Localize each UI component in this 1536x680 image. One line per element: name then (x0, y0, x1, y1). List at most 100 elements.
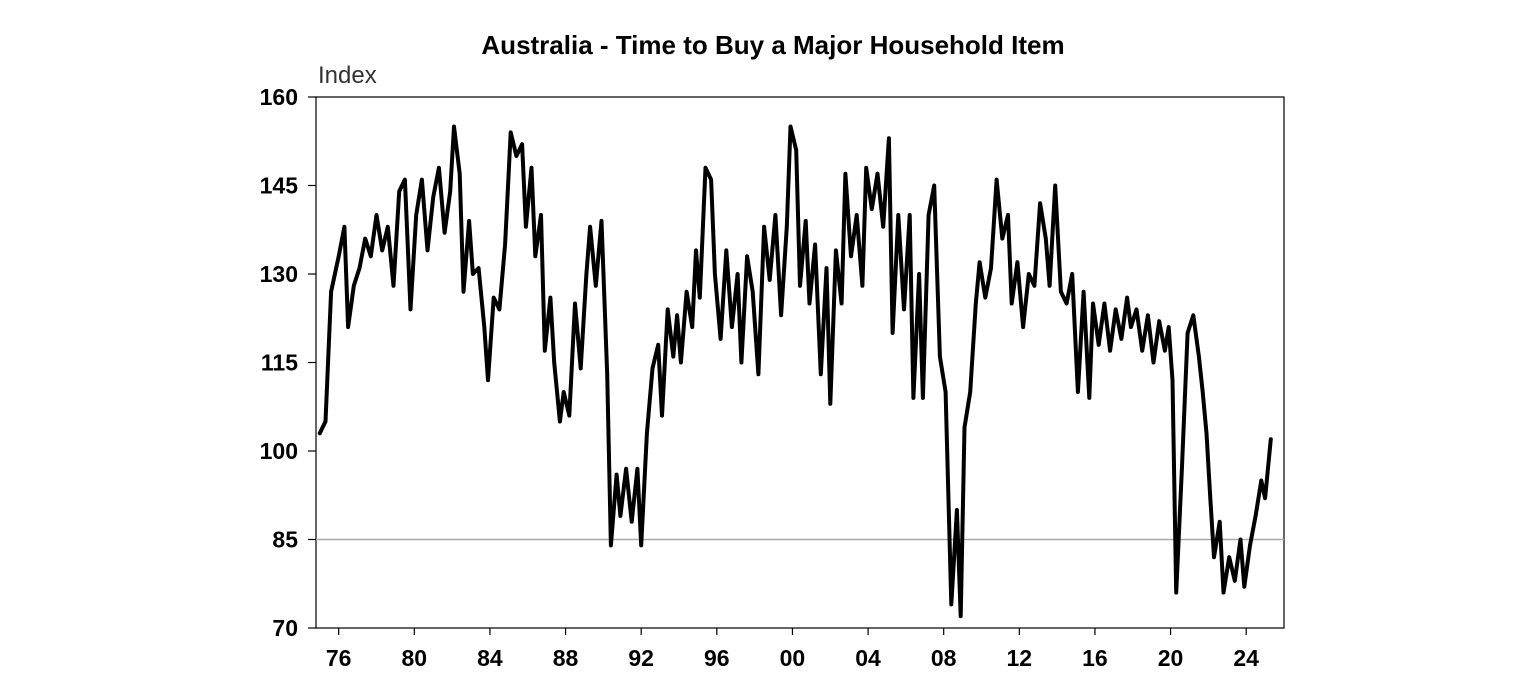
data-point (635, 467, 640, 471)
y-axis: 160 145 130 115 100 85 70 (260, 84, 316, 641)
data-point (1053, 183, 1057, 188)
data-point (567, 414, 571, 418)
data-point (503, 242, 507, 247)
data-point (562, 390, 566, 394)
data-point (1254, 514, 1258, 518)
data-point (927, 213, 931, 217)
data-point (756, 372, 761, 376)
data-point (408, 307, 413, 311)
data-point (1129, 325, 1133, 329)
data-point (609, 543, 613, 548)
data-point (1134, 307, 1139, 311)
data-point (645, 431, 649, 435)
y-tick-label: 70 (272, 615, 298, 641)
data-point (773, 213, 778, 217)
data-point (524, 225, 528, 229)
data-point (1167, 325, 1171, 329)
data-point (558, 419, 562, 424)
x-tick-label: 24 (1233, 645, 1259, 671)
data-point (318, 431, 322, 435)
data-point (1201, 390, 1205, 394)
data-point (357, 266, 362, 270)
data-point (1125, 296, 1129, 300)
data-point (1208, 496, 1212, 500)
data-point (420, 178, 424, 182)
data-point (552, 360, 556, 365)
data-point (1076, 390, 1080, 394)
data-point (875, 172, 880, 176)
data-point (1091, 301, 1095, 306)
chart-title: Australia - Time to Buy a Major Househol… (481, 30, 1064, 60)
data-point (1070, 272, 1074, 276)
y-tick-label: 85 (272, 527, 298, 553)
data-point (539, 213, 543, 217)
data-point (1151, 360, 1156, 365)
data-point (579, 366, 583, 370)
data-point (443, 231, 447, 235)
data-point (548, 296, 553, 300)
data-point (352, 284, 356, 288)
data-point (1263, 496, 1267, 500)
data-point (337, 254, 341, 258)
data-point (694, 248, 698, 252)
data-point (605, 372, 609, 376)
data-point (431, 195, 435, 199)
data-point (1146, 313, 1150, 317)
data-point (751, 290, 755, 294)
data-point (768, 278, 772, 282)
data-point (594, 284, 598, 288)
data-point (458, 172, 462, 176)
data-point (798, 284, 802, 288)
data-point (380, 248, 384, 252)
data-point (660, 414, 664, 418)
data-point (881, 225, 885, 229)
data-point (819, 372, 823, 376)
data-point (599, 219, 604, 223)
data-point (425, 248, 430, 252)
data-point (1097, 343, 1101, 347)
data-point (486, 378, 490, 382)
data-point (959, 614, 963, 618)
data-point (917, 272, 921, 276)
y-tick-label: 100 (260, 438, 298, 464)
y-tick-label: 145 (260, 173, 299, 199)
data-point (785, 225, 789, 229)
data-point (615, 473, 619, 477)
x-tick-label: 04 (855, 645, 881, 671)
data-point (1059, 290, 1063, 294)
data-point (944, 390, 948, 394)
data-point (685, 290, 689, 294)
data-point (779, 313, 783, 317)
data-point (860, 284, 865, 288)
data-point (855, 213, 859, 217)
data-point (342, 225, 346, 229)
x-tick-label: 80 (402, 645, 428, 671)
data-point (1259, 478, 1263, 483)
data-point (323, 419, 328, 424)
data-point (363, 237, 367, 241)
data-point (713, 272, 717, 276)
data-point (932, 183, 936, 188)
x-tick-label: 12 (1007, 645, 1033, 671)
data-point (391, 284, 396, 288)
data-point (533, 254, 537, 258)
data-point (630, 520, 634, 524)
data-point (908, 213, 912, 217)
data-point (1197, 355, 1201, 359)
data-point (329, 290, 333, 294)
data-point (461, 290, 466, 294)
data-point (891, 331, 895, 335)
data-point (834, 248, 838, 252)
data-point (762, 225, 766, 229)
data-point (1021, 325, 1025, 329)
data-point (477, 266, 481, 270)
data-point (902, 307, 906, 311)
data-point (983, 296, 987, 300)
data-point (414, 213, 418, 217)
data-point (978, 260, 982, 264)
data-point (1114, 307, 1118, 311)
x-tick-label: 16 (1082, 645, 1108, 671)
data-point (1015, 260, 1020, 264)
data-point (794, 148, 798, 152)
